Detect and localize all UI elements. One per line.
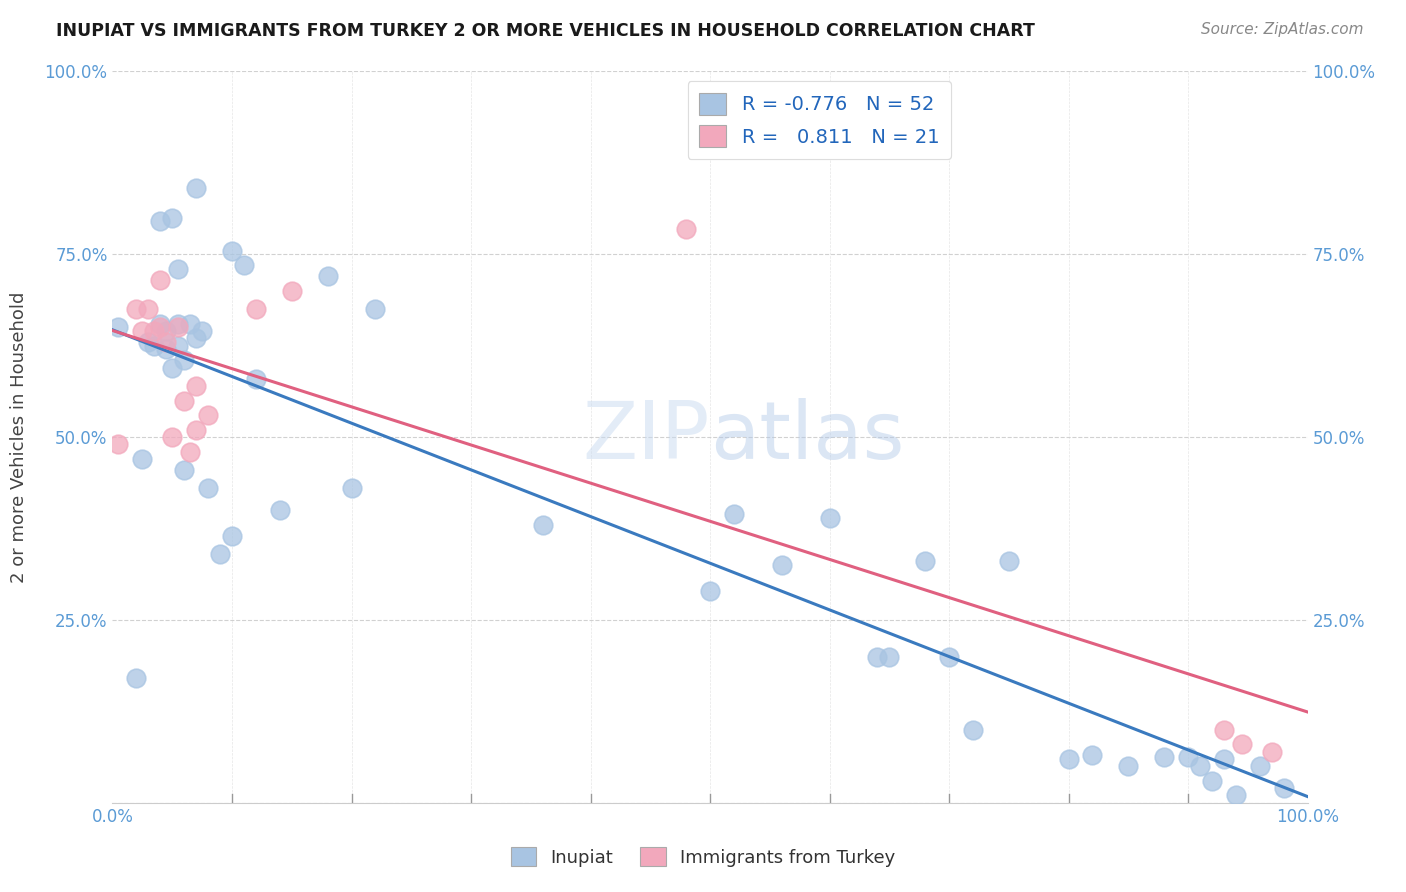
Point	[1118, 759, 1140, 773]
Point	[1213, 723, 1236, 737]
Point	[131, 452, 153, 467]
Point	[233, 258, 256, 272]
Point	[173, 463, 195, 477]
Point	[770, 558, 793, 573]
Point	[197, 481, 219, 495]
Point	[143, 324, 166, 338]
Point	[167, 261, 190, 276]
Point	[221, 244, 243, 258]
Point	[138, 334, 160, 349]
Point	[131, 324, 153, 338]
Point	[221, 529, 243, 543]
Point	[107, 320, 129, 334]
Point	[1272, 781, 1295, 796]
Point	[1261, 745, 1284, 759]
Point	[149, 273, 172, 287]
Point	[138, 301, 160, 317]
Point	[723, 507, 745, 521]
Point	[1225, 789, 1247, 803]
Point	[167, 338, 190, 352]
Point	[962, 723, 984, 737]
Point	[186, 331, 208, 345]
Point	[531, 517, 554, 532]
Point	[879, 649, 901, 664]
Point	[914, 554, 936, 568]
Point	[675, 221, 697, 235]
Point	[155, 334, 177, 349]
Point	[167, 317, 190, 331]
Point	[1230, 737, 1253, 751]
Legend: Inupiat, Immigrants from Turkey: Inupiat, Immigrants from Turkey	[503, 840, 903, 874]
Point	[149, 317, 172, 331]
Point	[699, 583, 721, 598]
Point	[818, 510, 841, 524]
Point	[1177, 749, 1199, 764]
Point	[125, 301, 148, 317]
Point	[179, 444, 201, 458]
Point	[155, 324, 177, 338]
Point	[364, 301, 387, 317]
Point	[107, 437, 129, 451]
Point	[245, 371, 267, 385]
Point	[1081, 748, 1104, 763]
Point	[162, 211, 183, 225]
Point	[1057, 752, 1080, 766]
Point	[125, 672, 148, 686]
Text: atlas: atlas	[710, 398, 904, 476]
Point	[162, 430, 183, 444]
Point	[149, 320, 172, 334]
Text: INUPIAT VS IMMIGRANTS FROM TURKEY 2 OR MORE VEHICLES IN HOUSEHOLD CORRELATION CH: INUPIAT VS IMMIGRANTS FROM TURKEY 2 OR M…	[56, 22, 1035, 40]
Point	[866, 649, 889, 664]
Point	[143, 338, 166, 352]
Point	[186, 181, 208, 195]
Point	[1213, 752, 1236, 766]
Point	[173, 353, 195, 368]
Point	[197, 408, 219, 422]
Point	[1189, 759, 1212, 773]
Y-axis label: 2 or more Vehicles in Household: 2 or more Vehicles in Household	[10, 292, 28, 582]
Point	[179, 317, 201, 331]
Point	[281, 284, 304, 298]
Legend: R = -0.776   N = 52, R =   0.811   N = 21: R = -0.776 N = 52, R = 0.811 N = 21	[688, 81, 952, 159]
Point	[173, 393, 195, 408]
Point	[186, 379, 208, 393]
Point	[1153, 749, 1175, 764]
Point	[340, 481, 363, 495]
Point	[167, 320, 190, 334]
Point	[191, 324, 214, 338]
Point	[316, 269, 339, 284]
Point	[149, 214, 172, 228]
Point	[155, 343, 177, 357]
Point	[245, 301, 267, 317]
Point	[186, 423, 208, 437]
Point	[998, 554, 1021, 568]
Point	[209, 547, 232, 561]
Point	[162, 360, 183, 375]
Point	[1249, 759, 1271, 773]
Point	[938, 649, 960, 664]
Point	[1201, 773, 1223, 788]
Text: Source: ZipAtlas.com: Source: ZipAtlas.com	[1201, 22, 1364, 37]
Text: ZIP: ZIP	[582, 398, 710, 476]
Point	[269, 503, 291, 517]
